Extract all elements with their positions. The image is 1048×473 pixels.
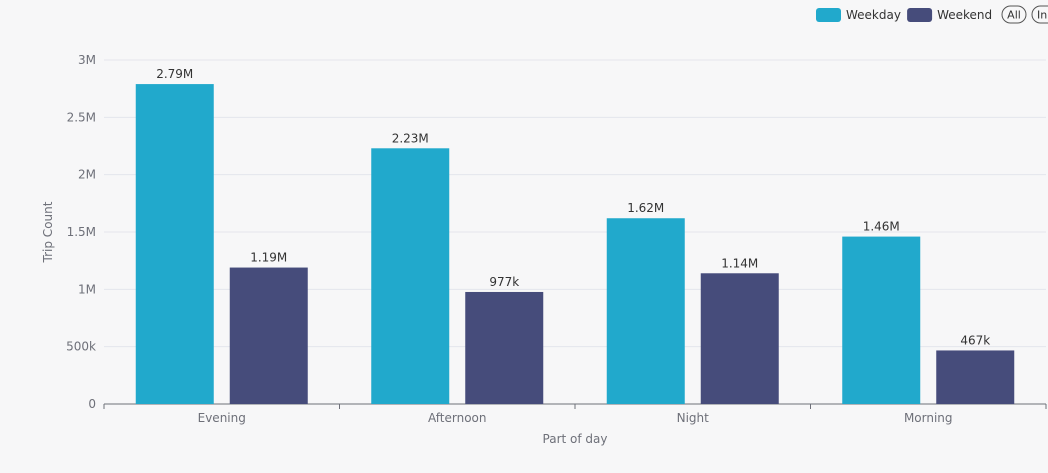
y-tick-label: 1M — [78, 282, 96, 296]
bars — [135, 84, 1015, 404]
bar-weekday — [135, 84, 214, 404]
y-tick-label: 1.5M — [67, 225, 96, 239]
legend-all-button-label: All — [1007, 9, 1021, 22]
x-tick-label: Afternoon — [428, 411, 487, 425]
legend-select-all-button[interactable]: All — [1001, 5, 1027, 24]
bar-value-label: 1.62M — [627, 201, 664, 215]
y-tick-label: 0 — [88, 397, 96, 411]
x-tick-label: Night — [677, 411, 710, 425]
bar-value-label: 977k — [489, 275, 519, 289]
x-tick-label: Morning — [904, 411, 953, 425]
bar-value-label: 2.79M — [156, 67, 193, 81]
data-labels: 2.79M 1.19M 2.23M 977k 1.62M 1.14M 1.46M 467k — [156, 67, 990, 347]
legend-label: Weekend — [937, 8, 992, 22]
y-tick-label: 3M — [78, 53, 96, 67]
legend-label: Weekday — [846, 8, 901, 22]
x-tick-label: Evening — [198, 411, 246, 425]
bar-value-label: 1.14M — [721, 256, 758, 270]
bar-value-label: 2.23M — [392, 131, 429, 145]
legend-inverse-button-frame — [1031, 5, 1048, 24]
bar-weekend — [229, 267, 308, 404]
bar-weekend — [936, 350, 1015, 404]
bar-weekday — [371, 148, 450, 404]
bar-weekend — [465, 291, 544, 404]
y-axis-title: Trip Count — [41, 201, 55, 263]
legend-swatch-weekend — [907, 8, 933, 22]
legend: Weekday Weekend All In — [816, 5, 1048, 24]
bar-weekday — [842, 236, 921, 404]
x-axis-title: Part of day — [543, 432, 608, 446]
legend-swatch-weekday — [816, 8, 841, 22]
bar-value-label: 1.46M — [863, 220, 900, 234]
y-tick-label: 500k — [66, 340, 96, 354]
y-tick-label: 2.5M — [67, 110, 96, 124]
legend-inverse-button[interactable]: In — [1031, 5, 1048, 24]
legend-all-button-frame — [1001, 5, 1027, 24]
bar-value-label: 1.19M — [250, 251, 287, 265]
bar-value-label: 467k — [960, 333, 990, 347]
y-tick-label: 2M — [78, 168, 96, 182]
bar-weekday — [606, 218, 685, 404]
legend-inverse-button-label: In — [1037, 9, 1047, 22]
bar-weekend — [700, 273, 779, 404]
